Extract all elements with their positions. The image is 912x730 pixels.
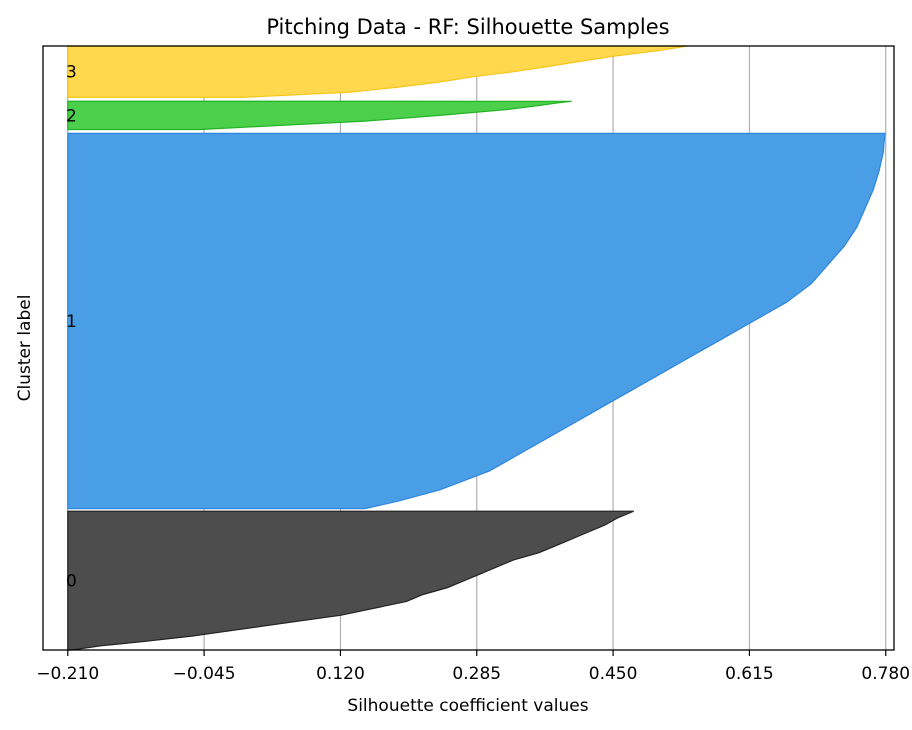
silhouette-band-cluster-2 bbox=[67, 100, 572, 131]
x-tick-label: 0.120 bbox=[316, 664, 365, 684]
x-axis-ticks: −0.210 −0.045 0.120 0.285 0.450 0.615 0.780 bbox=[36, 650, 910, 684]
silhouette-band-cluster-3 bbox=[67, 45, 688, 99]
chart-title: Pitching Data - RF: Silhouette Samples bbox=[266, 15, 669, 39]
x-axis-label: Silhouette coefficient values bbox=[347, 696, 588, 716]
cluster-label-3: 3 bbox=[66, 63, 77, 83]
plot-frame bbox=[42, 45, 895, 651]
silhouette-bands bbox=[67, 45, 886, 651]
cluster-labels: 0 1 2 3 bbox=[66, 63, 77, 592]
cluster-label-1: 1 bbox=[66, 312, 77, 332]
y-axis-label: Cluster label bbox=[15, 295, 35, 402]
silhouette-band-cluster-0 bbox=[67, 510, 634, 651]
x-tick-label: 0.615 bbox=[725, 664, 774, 684]
x-tick-label: 0.450 bbox=[589, 664, 638, 684]
silhouette-band-cluster-1 bbox=[67, 132, 886, 510]
cluster-label-0: 0 bbox=[66, 572, 77, 592]
x-tick-label: −0.045 bbox=[173, 664, 236, 684]
x-tick-label: 0.285 bbox=[452, 664, 501, 684]
cluster-label-2: 2 bbox=[66, 106, 77, 126]
x-tick-label: 0.780 bbox=[861, 664, 910, 684]
x-tick-label: −0.210 bbox=[36, 664, 99, 684]
